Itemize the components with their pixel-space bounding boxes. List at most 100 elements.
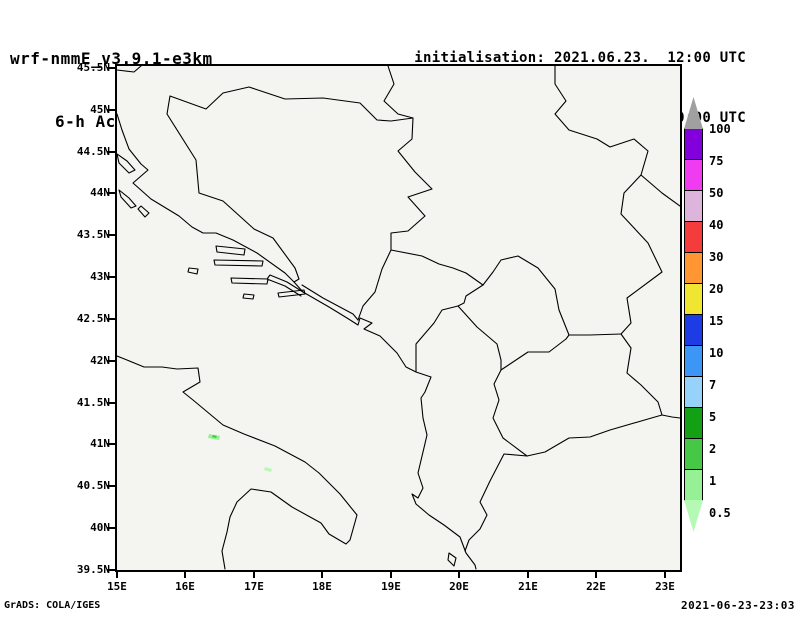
lat-tick-label: 40N bbox=[90, 521, 110, 534]
lon-tick-label: 23E bbox=[655, 580, 675, 593]
lat-tick-label: 42.5N bbox=[76, 312, 110, 325]
colorbar-segment bbox=[684, 376, 703, 408]
precipitation-patches bbox=[208, 434, 272, 472]
colorbar-segment bbox=[684, 252, 703, 284]
lat-tick-mark bbox=[107, 360, 115, 362]
colorbar-segment bbox=[684, 407, 703, 439]
lon-tick-label: 17E bbox=[244, 580, 264, 593]
lon-tick-label: 20E bbox=[449, 580, 469, 593]
lat-tick-mark bbox=[107, 234, 115, 236]
lat-tick-label: 42N bbox=[90, 354, 110, 367]
lat-tick-label: 39.5N bbox=[76, 563, 110, 576]
lon-tick-mark bbox=[664, 572, 666, 578]
colorbar-segment bbox=[684, 283, 703, 315]
border-kosovo-macedonia bbox=[500, 334, 570, 371]
colorbar-label: 2 bbox=[709, 442, 717, 456]
croatian-islands bbox=[117, 153, 306, 300]
border-kosovo-montenegro bbox=[457, 284, 484, 307]
border-kosovo-serbia bbox=[482, 255, 570, 336]
creation-timestamp: 2021-06-23-23:03 bbox=[681, 599, 795, 612]
border-macedonia-bulgaria bbox=[620, 333, 663, 416]
italy-coastline bbox=[117, 355, 358, 570]
lat-tick-mark bbox=[107, 402, 115, 404]
colorbar-segment bbox=[684, 438, 703, 470]
model-title: wrf-nmmE_v3.9.1-e3km bbox=[10, 49, 213, 68]
lon-tick-mark bbox=[321, 572, 323, 578]
lat-tick-mark bbox=[107, 485, 115, 487]
border-slovenia-croatia bbox=[117, 66, 142, 73]
border-macedonia-greece bbox=[526, 414, 663, 457]
lon-tick-mark bbox=[595, 572, 597, 578]
grads-credit: GrADS: COLA/IGES bbox=[4, 600, 101, 611]
balkans-map bbox=[117, 66, 680, 570]
lat-tick-mark bbox=[107, 109, 115, 111]
precip-patch-1-core bbox=[212, 435, 217, 438]
precip-patch-2 bbox=[264, 467, 272, 472]
lat-tick-label: 43.5N bbox=[76, 228, 110, 241]
colorbar-segment bbox=[684, 97, 703, 129]
lat-tick-mark bbox=[107, 276, 115, 278]
colorbar-segment bbox=[684, 469, 703, 501]
lat-tick-mark bbox=[107, 67, 115, 69]
map-frame bbox=[115, 64, 682, 572]
lat-tick-label: 45.5N bbox=[76, 61, 110, 74]
lon-tick-label: 21E bbox=[518, 580, 538, 593]
lat-tick-label: 41N bbox=[90, 437, 110, 450]
border-bulgaria-greece bbox=[661, 414, 680, 419]
border-romania-bulgaria bbox=[640, 174, 680, 207]
border-serbia-romania bbox=[554, 66, 649, 176]
colorbar bbox=[684, 97, 703, 532]
colorbar-segment bbox=[684, 159, 703, 191]
lon-tick-mark bbox=[184, 572, 186, 578]
lon-tick-mark bbox=[116, 572, 118, 578]
lat-tick-mark bbox=[107, 151, 115, 153]
border-montenegro-albania bbox=[415, 305, 459, 373]
lon-tick-label: 16E bbox=[175, 580, 195, 593]
border-albania-greece bbox=[464, 453, 528, 552]
lon-tick-label: 18E bbox=[312, 580, 332, 593]
lat-tick-label: 40.5N bbox=[76, 479, 110, 492]
lat-tick-mark bbox=[107, 569, 115, 571]
border-serbia-macedonia bbox=[568, 333, 622, 336]
colorbar-label: 15 bbox=[709, 314, 724, 328]
border-bosnia-montenegro bbox=[357, 249, 392, 321]
lat-tick-label: 41.5N bbox=[76, 396, 110, 409]
colorbar-label: 5 bbox=[709, 410, 717, 424]
lon-tick-mark bbox=[458, 572, 460, 578]
lat-tick-label: 44.5N bbox=[76, 145, 110, 158]
lon-tick-mark bbox=[390, 572, 392, 578]
colorbar-label: 20 bbox=[709, 282, 724, 296]
border-croatia-bosnia bbox=[166, 86, 414, 321]
colorbar-label: 1 bbox=[709, 474, 717, 488]
colorbar-label: 0.5 bbox=[709, 506, 731, 520]
colorbar-segment bbox=[684, 128, 703, 160]
colorbar-label: 100 bbox=[709, 122, 731, 136]
colorbar-segment bbox=[684, 314, 703, 346]
colorbar-label: 10 bbox=[709, 346, 724, 360]
colorbar-segment bbox=[684, 221, 703, 253]
lat-tick-mark bbox=[107, 527, 115, 529]
colorbar-label: 50 bbox=[709, 186, 724, 200]
lat-tick-mark bbox=[107, 318, 115, 320]
init-time-label: initialisation: 2021.06.23. 12:00 UTC bbox=[414, 50, 746, 66]
lon-tick-label: 15E bbox=[107, 580, 127, 593]
colorbar-label: 30 bbox=[709, 250, 724, 264]
border-albania-macedonia bbox=[492, 369, 528, 457]
colorbar-label: 75 bbox=[709, 154, 724, 168]
border-montenegro-serbia bbox=[390, 249, 484, 286]
colorbar-segment bbox=[684, 345, 703, 377]
lon-tick-mark bbox=[253, 572, 255, 578]
colorbar-segment bbox=[684, 190, 703, 222]
lon-tick-label: 19E bbox=[381, 580, 401, 593]
lat-tick-mark bbox=[107, 443, 115, 445]
colorbar-label: 7 bbox=[709, 378, 717, 392]
lat-tick-label: 44N bbox=[90, 186, 110, 199]
lat-tick-label: 43N bbox=[90, 270, 110, 283]
lat-tick-label: 45N bbox=[90, 103, 110, 116]
border-serbia-bulgaria bbox=[620, 174, 663, 335]
border-croatia-serbia bbox=[383, 66, 414, 119]
lat-tick-mark bbox=[107, 192, 115, 194]
corfu-island bbox=[447, 552, 457, 567]
colorbar-label: 40 bbox=[709, 218, 724, 232]
border-kosovo-albania bbox=[457, 305, 502, 371]
